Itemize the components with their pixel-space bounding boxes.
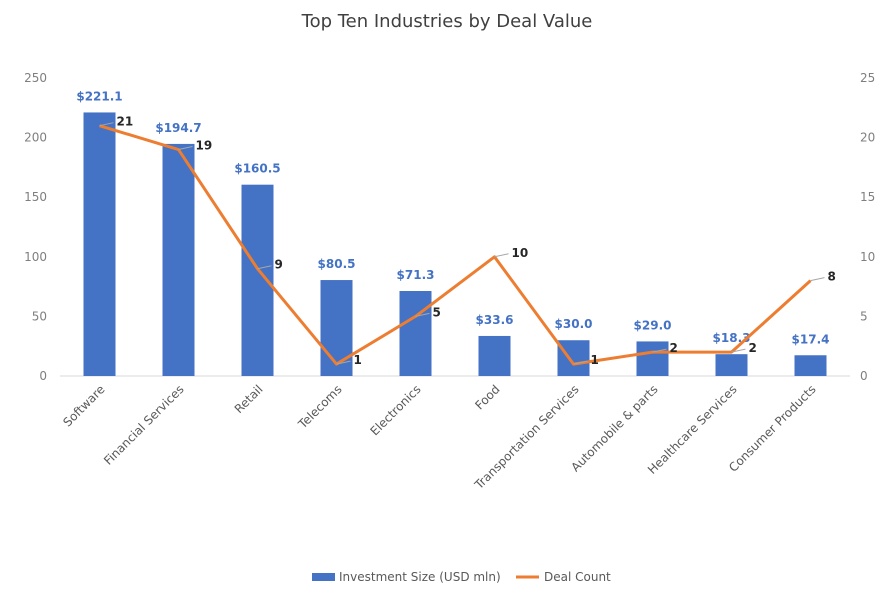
- deal-count-line: [99, 124, 812, 366]
- x-tick-label: Food: [472, 382, 502, 412]
- right-y-tick-label: 15: [860, 190, 875, 204]
- line-data-label: 9: [275, 258, 283, 272]
- bar-data-label: $17.4: [792, 332, 830, 346]
- bar: [636, 341, 669, 376]
- left-y-tick-label: 150: [24, 190, 47, 204]
- line-label-leader: [573, 360, 588, 365]
- legend-label-investment: Investment Size (USD mln): [339, 570, 501, 584]
- bar: [794, 355, 827, 376]
- chart-title: Top Ten Industries by Deal Value: [301, 11, 593, 32]
- bar-data-label: $71.3: [397, 268, 435, 282]
- line-label-leader: [99, 122, 114, 127]
- right-y-tick-label: 20: [860, 131, 875, 145]
- bar: [399, 291, 432, 376]
- x-tick-label: Telecoms: [295, 382, 345, 432]
- right-y-tick-label: 0: [860, 369, 868, 383]
- bar-data-label: $221.1: [76, 89, 122, 103]
- left-y-tick-label: 100: [24, 250, 47, 264]
- line-data-label: 5: [433, 305, 441, 319]
- line-data-label: 1: [591, 353, 599, 367]
- line-label-leader: [178, 146, 193, 151]
- line-label-leader: [257, 265, 272, 270]
- bar-data-label: $80.5: [318, 257, 356, 271]
- line-series-group: 21 19 9 1 5 10 1 2 2 8: [99, 115, 836, 367]
- x-tick-label: Automobile & parts: [568, 382, 660, 474]
- legend: Investment Size (USD mln) Deal Count: [312, 570, 611, 584]
- line-label-leader: [336, 360, 351, 365]
- bar: [320, 280, 353, 376]
- left-y-tick-label: 0: [39, 369, 47, 383]
- x-tick-label: Healthcare Services: [645, 382, 740, 477]
- x-tick-label: Software: [60, 382, 107, 429]
- x-tick-label: Electronics: [367, 382, 423, 438]
- line-label-leader: [731, 348, 746, 353]
- line-label-leader: [810, 277, 825, 282]
- line-data-label: 21: [117, 115, 134, 129]
- line-label-leader: [494, 253, 509, 258]
- right-y-tick-label: 25: [860, 71, 875, 85]
- line-data-label: 8: [828, 270, 836, 284]
- right-y-axis: 0 5 10 15 20 25: [860, 71, 875, 383]
- bar: [83, 112, 116, 377]
- bar-data-label: $33.6: [476, 313, 514, 327]
- bar-data-label: $30.0: [555, 317, 593, 331]
- x-tick-label: Consumer Products: [726, 382, 819, 475]
- left-y-tick-label: 250: [24, 71, 47, 85]
- line-label-leader: [415, 312, 430, 317]
- bar-data-label: $29.0: [634, 318, 672, 332]
- left-y-axis: 0 50 100 150 200 250: [24, 71, 47, 383]
- bar: [557, 340, 590, 376]
- right-y-tick-label: 5: [860, 309, 868, 323]
- bar: [162, 143, 195, 376]
- line-data-label: 2: [670, 341, 678, 355]
- left-y-tick-label: 200: [24, 131, 47, 145]
- line-data-label: 19: [196, 139, 213, 153]
- legend-swatch-investment: [312, 573, 335, 581]
- bar-series: $221.1 $194.7 $160.5 $80.5 $71.3 $33.6 $30.0 $2…: [76, 89, 830, 377]
- bar: [715, 354, 748, 376]
- line-data-label: 2: [749, 341, 757, 355]
- bar-data-label: $194.7: [155, 121, 201, 135]
- line-data-label: 1: [354, 353, 362, 367]
- line-label-leader: [652, 348, 667, 353]
- right-y-tick-label: 10: [860, 250, 875, 264]
- x-tick-label: Retail: [232, 382, 266, 416]
- bar-data-label: $160.5: [234, 162, 280, 176]
- line-data-label: 10: [512, 246, 529, 260]
- x-tick-label: Financial Services: [101, 382, 187, 468]
- left-y-tick-label: 50: [32, 309, 47, 323]
- bar: [478, 335, 511, 376]
- legend-label-deal-count: Deal Count: [544, 570, 611, 584]
